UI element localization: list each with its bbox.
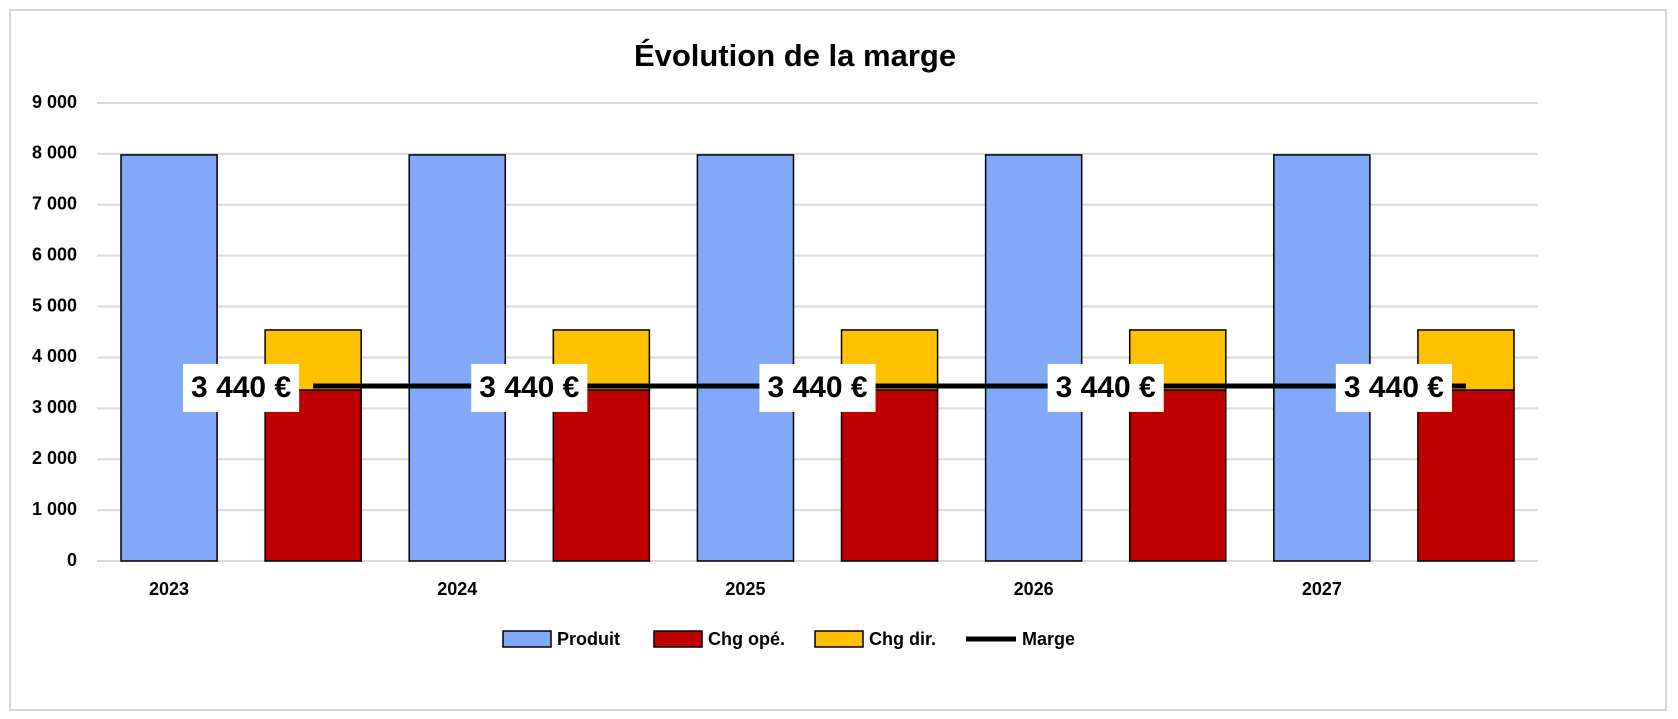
bar (1417, 389, 1515, 562)
bar (1273, 154, 1371, 562)
x-tick-label: 2025 (725, 579, 765, 599)
x-tick-label: 2023 (149, 579, 189, 599)
data-label-box (183, 363, 300, 412)
legend-swatch (653, 630, 703, 648)
legend-swatch (502, 630, 552, 648)
data-label: 3 440 € (1344, 371, 1444, 404)
data-label-group: 3 440 € (1047, 363, 1164, 412)
bar (1128, 389, 1227, 562)
legend-label: Marge (1022, 629, 1075, 649)
y-tick-label: 9 000 (32, 92, 77, 112)
y-tick-label: 8 000 (32, 143, 77, 163)
legend-label: Chg dir. (869, 629, 936, 649)
bar (264, 389, 362, 562)
data-label-box (759, 363, 876, 412)
data-label: 3 440 € (191, 371, 291, 404)
data-label-box (1335, 363, 1452, 412)
y-tick-label: 0 (67, 550, 77, 570)
legend-swatch (814, 630, 864, 648)
y-tick-label: 7 000 (32, 194, 77, 214)
bar (840, 389, 939, 562)
legend-label: Chg opé. (708, 629, 785, 649)
data-label: 3 440 € (767, 371, 867, 404)
y-tick-label: 6 000 (32, 244, 77, 264)
bar (120, 154, 218, 562)
data-label-box (471, 363, 588, 412)
y-tick-label: 1 000 (32, 499, 77, 519)
bar (696, 154, 795, 562)
data-label: 3 440 € (1056, 371, 1156, 404)
x-tick-label: 2027 (1302, 579, 1342, 599)
y-tick-label: 4 000 (32, 346, 77, 366)
data-label-group: 3 440 € (471, 363, 588, 412)
y-tick-label: 2 000 (32, 448, 77, 468)
chart-title: Évolution de la marge (634, 38, 956, 73)
bar (408, 154, 507, 562)
data-label-group: 3 440 € (183, 363, 300, 412)
bar (552, 389, 651, 562)
y-tick-label: 5 000 (32, 295, 77, 315)
data-label-group: 3 440 € (759, 363, 876, 412)
x-tick-label: 2026 (1014, 579, 1054, 599)
legend-label: Produit (557, 629, 620, 649)
y-tick-label: 3 000 (32, 397, 77, 417)
x-tick-label: 2024 (437, 579, 477, 599)
data-label-box (1047, 363, 1164, 412)
data-label-group: 3 440 € (1335, 363, 1452, 412)
bar (984, 154, 1083, 562)
data-label: 3 440 € (479, 371, 579, 404)
